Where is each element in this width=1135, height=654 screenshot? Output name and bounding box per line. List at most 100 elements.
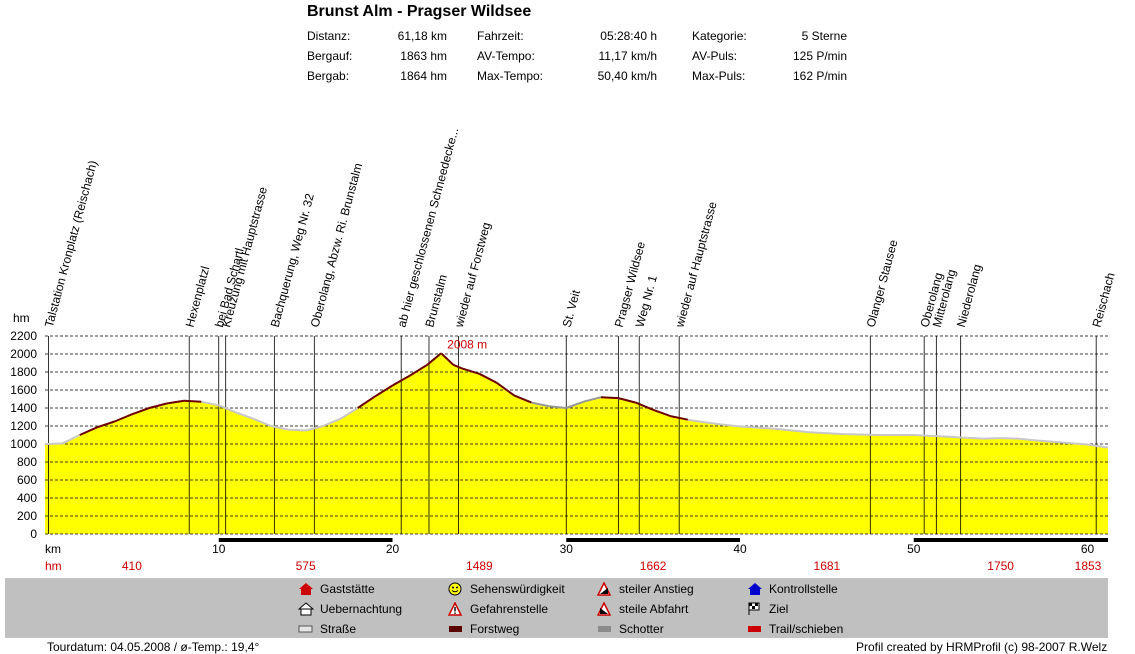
x-tick-label: 10 xyxy=(212,542,226,556)
legend-label: steiler Anstieg xyxy=(619,582,694,596)
profile-segment xyxy=(131,407,150,416)
legend-item: steiler Anstieg xyxy=(596,581,694,596)
profile-segment xyxy=(600,396,619,400)
profile-segment xyxy=(270,425,289,431)
y-tick-label: 2000 xyxy=(10,347,37,361)
legend-label: Straße xyxy=(320,622,357,636)
profile-segment xyxy=(305,425,324,432)
waypoint-label: Bachquerung, Weg Nr. 32 xyxy=(268,192,317,329)
profile-segment xyxy=(392,374,411,387)
profile-segment xyxy=(426,352,442,366)
y-tick-label: 1600 xyxy=(10,383,37,397)
hm-row-value: 1681 xyxy=(814,559,841,573)
profile-segment xyxy=(1087,443,1109,449)
profile-segment xyxy=(1035,439,1053,443)
finish-flag-icon xyxy=(747,602,763,616)
stat-label: Distanz: xyxy=(307,29,351,43)
stat-label: Bergab: xyxy=(307,69,350,83)
stat-label: Max-Tempo: xyxy=(477,69,544,83)
legend-label: Gaststätte xyxy=(320,582,375,596)
profile-segment xyxy=(322,417,341,427)
legend-item: Straße xyxy=(298,622,356,636)
waypoint-label: ab hier geschlossenen Schneedecke... xyxy=(395,126,462,329)
profile-segment xyxy=(1017,437,1036,442)
profile-segment xyxy=(148,402,167,409)
profile-segment xyxy=(565,400,584,409)
y-tick-label: 800 xyxy=(17,455,37,469)
legend-label: Kontrollstelle xyxy=(769,582,838,596)
page-title: Brunst Alm - Pragser Wildsee xyxy=(307,3,532,20)
waypoint-label: St. Veit xyxy=(560,288,584,329)
profile-segment xyxy=(618,397,636,404)
stat-value: 05:28:40 h xyxy=(600,29,657,43)
hm-row-value: 575 xyxy=(296,559,316,573)
y-tick-label: 400 xyxy=(17,491,37,505)
legend-item: Gaststätte xyxy=(298,582,375,596)
smiley-icon xyxy=(448,582,464,596)
profile-segment xyxy=(705,421,723,426)
profile-segment xyxy=(1052,440,1071,445)
warning-icon xyxy=(447,601,464,616)
y-axis-label: hm xyxy=(13,311,30,325)
profile-segment xyxy=(583,396,602,403)
profile-segment xyxy=(96,420,115,429)
legend-item: steile Abfahrt xyxy=(596,601,689,616)
credit-text: Profil created by HRMProfil (c) 98-2007 … xyxy=(856,640,1108,654)
profile-segment xyxy=(452,363,463,370)
y-tick-label: 0 xyxy=(30,527,37,541)
profile-segment xyxy=(670,415,689,421)
stat-label: Bergauf: xyxy=(307,49,353,63)
legend-item: Schotter xyxy=(597,622,664,636)
legend-item: Gefahrenstelle xyxy=(447,601,548,616)
profile-segment xyxy=(965,436,984,440)
max-elevation-label: 2008 m xyxy=(447,337,487,351)
x-axis-label: km xyxy=(45,542,61,556)
profile-segment xyxy=(218,404,237,414)
waypoint-label: wieder auf Forstweg xyxy=(452,221,494,330)
house-red-icon xyxy=(298,582,314,596)
legend-label: Schotter xyxy=(619,622,664,636)
y-tick-label: 1200 xyxy=(10,419,37,433)
km-band-segment xyxy=(913,538,1108,542)
steep-down-icon xyxy=(596,601,613,616)
profile-segment xyxy=(374,384,394,398)
stat-value: 11,17 km/h xyxy=(598,49,657,63)
profile-segment xyxy=(201,400,219,407)
legend-item: Kontrollstelle xyxy=(747,582,838,596)
legend-label: Ziel xyxy=(769,602,789,616)
stat-label: AV-Puls: xyxy=(692,49,738,63)
y-tick-label: 600 xyxy=(17,473,37,487)
hm-row-value: 1489 xyxy=(466,559,493,573)
profile-segment xyxy=(409,363,428,377)
profile-segment xyxy=(1070,442,1088,446)
profile-segment xyxy=(844,433,880,436)
waypoint-label: Niederolang xyxy=(954,263,984,329)
stat-label: Kategorie: xyxy=(692,29,747,43)
profile-segment xyxy=(339,407,359,420)
legend-label: steile Abfahrt xyxy=(619,602,689,616)
hm-row-value: 1750 xyxy=(987,559,1014,573)
x-tick-label: 60 xyxy=(1081,542,1095,556)
profile-segment xyxy=(253,417,272,427)
x-tick-label: 40 xyxy=(733,542,747,556)
checkpoint-icon xyxy=(747,582,763,596)
profile-segment xyxy=(531,401,550,408)
stat-label: AV-Tempo: xyxy=(477,49,535,63)
stat-value: 5 Sterne xyxy=(801,29,847,43)
profile-segment xyxy=(288,428,306,432)
waypoint-label: Reischach xyxy=(1090,271,1118,329)
waypoint-label: Hexenplatzl xyxy=(183,265,213,329)
stat-value: 1864 hm xyxy=(400,69,447,83)
profile-segment xyxy=(652,408,671,418)
profile-segment xyxy=(79,426,98,436)
stat-value: 1863 hm xyxy=(400,49,447,63)
stat-label: Max-Puls: xyxy=(692,69,746,83)
waypoint-label: Olanger Stausee xyxy=(864,238,901,329)
legend-item: Forstweg xyxy=(448,622,519,636)
y-tick-label: 1400 xyxy=(10,401,37,415)
stat-value: 61,18 km xyxy=(397,29,447,43)
legend-item: Uebernachtung xyxy=(297,602,402,616)
y-tick-label: 2200 xyxy=(10,329,37,343)
km-band-segment xyxy=(566,538,740,542)
profile-segment xyxy=(548,405,567,409)
